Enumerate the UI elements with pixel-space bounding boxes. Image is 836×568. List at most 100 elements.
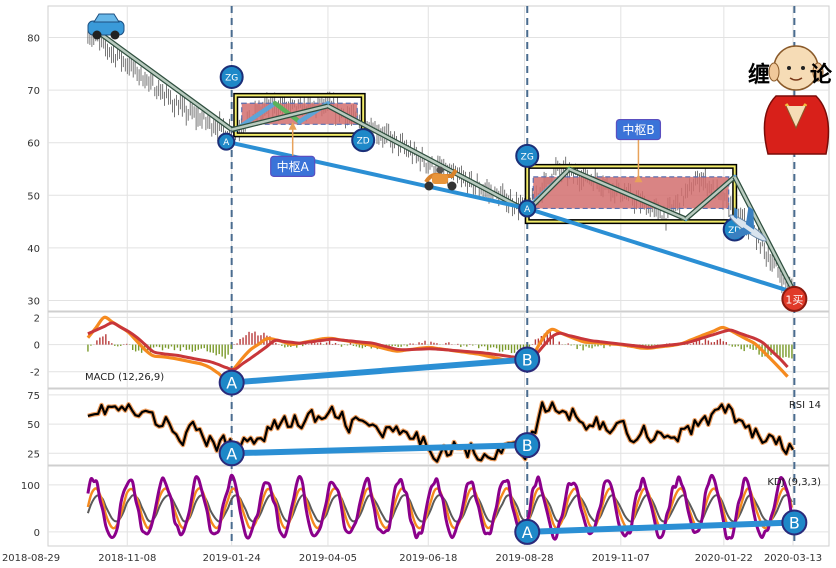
- macd-histogram-bar: [743, 344, 745, 352]
- macd-histogram-bar: [421, 342, 423, 345]
- macd-histogram-bar: [492, 344, 495, 348]
- macd-histogram-bar: [331, 343, 334, 345]
- macd-histogram-bar: [752, 344, 754, 350]
- x-tick-label: 2019-08-28: [495, 553, 553, 564]
- divergence-point-b: [514, 346, 541, 373]
- zg-marker: [219, 64, 244, 89]
- macd-histogram-bar: [281, 344, 283, 346]
- macd-histogram-bar: [552, 336, 554, 345]
- macd-histogram-bar: [203, 344, 205, 349]
- macd-histogram-bar: [725, 342, 727, 345]
- macd-histogram-bar: [731, 344, 733, 347]
- macd-histogram-bar: [716, 339, 719, 345]
- pivot-label-arrowhead: [288, 121, 297, 130]
- macd-histogram-bar: [746, 344, 748, 348]
- stroke-segment: [685, 175, 736, 220]
- macd-panel-label: MACD (12,26,9): [85, 372, 164, 383]
- macd-histogram-bar: [570, 344, 572, 346]
- macd-histogram-bar: [537, 338, 540, 345]
- macd-histogram-bar: [534, 339, 537, 345]
- divergence-point-label: A: [522, 523, 533, 542]
- macd-histogram-bar: [284, 344, 286, 348]
- macd-histogram-bar: [472, 344, 474, 346]
- x-tick-label: 2019-01-24: [203, 553, 261, 564]
- macd-histogram-bar: [480, 344, 483, 347]
- macd-histogram-bar: [185, 344, 188, 350]
- macd-histogram-bar: [200, 344, 202, 349]
- macd-histogram-bar: [239, 338, 241, 345]
- macd-histogram-bar: [501, 344, 504, 352]
- macd-histogram-bar: [155, 344, 158, 347]
- macd-dea-line: [87, 321, 789, 372]
- macd-histogram-bar: [173, 344, 176, 351]
- macd-histogram-bar: [749, 344, 751, 349]
- macd-histogram-bar: [182, 344, 185, 348]
- macd-histogram-bar: [737, 344, 739, 347]
- macd-histogram-bar: [248, 331, 250, 345]
- macd-histogram-bar: [585, 344, 587, 347]
- macd-histogram-bar: [319, 342, 322, 345]
- macd-histogram-bar: [242, 337, 244, 345]
- macd-histogram-bar: [701, 343, 704, 345]
- macd-histogram-bar: [483, 344, 486, 347]
- macd-histogram-bar: [134, 344, 137, 352]
- macd-histogram-bar: [140, 344, 143, 353]
- x-tick-label: 2018-08-29: [2, 553, 60, 564]
- macd-histogram-bar: [188, 344, 191, 350]
- macd-histogram-bar: [600, 344, 602, 346]
- stroke-segment: [733, 176, 796, 294]
- stroke-segment: [568, 167, 687, 221]
- macd-histogram-bar: [102, 336, 104, 345]
- macd-histogram-bar: [692, 342, 695, 345]
- macd-histogram-bar: [412, 343, 414, 345]
- divergence-point-a: [514, 518, 541, 545]
- macd-histogram-bar: [734, 344, 736, 347]
- macd-histogram-bar: [495, 344, 498, 349]
- macd-histogram-bar: [397, 344, 399, 347]
- macd-histogram-bar: [588, 344, 590, 348]
- macd-histogram-bar: [143, 344, 146, 350]
- macd-histogram-bar: [597, 344, 599, 347]
- macd-histogram-bar: [340, 344, 343, 347]
- macd-histogram-bar: [137, 344, 140, 351]
- marker-label: A: [223, 138, 230, 148]
- macd-histogram-bar: [510, 344, 513, 354]
- macd-histogram-bar: [114, 344, 116, 346]
- divergence-line: [228, 442, 531, 457]
- rsi-ytick-label: 50: [27, 420, 40, 431]
- divergence-line: [228, 356, 531, 386]
- macd-histogram-bar: [400, 344, 402, 347]
- macd-histogram-bar: [212, 344, 214, 353]
- macd-histogram-bar: [191, 344, 194, 352]
- macd-histogram-bar: [579, 344, 581, 346]
- zd-marker: [351, 128, 376, 153]
- macd-histogram-bar: [251, 333, 253, 345]
- macd-histogram-bar: [791, 344, 793, 359]
- macd-histogram-bar: [346, 344, 349, 346]
- price-panel-frame: [47, 5, 830, 312]
- macd-histogram-bar: [275, 342, 277, 345]
- macd-histogram-bar: [758, 344, 760, 355]
- macd-ytick-label: 0: [34, 341, 40, 352]
- macd-histogram-bar: [582, 344, 584, 351]
- price-ytick-label: 60: [27, 139, 40, 150]
- macd-histogram-bar: [227, 344, 229, 355]
- macd-histogram-bar: [436, 343, 438, 345]
- macd-histogram-bar: [504, 344, 507, 350]
- pivot-zone: [532, 176, 730, 210]
- price-ytick-label: 80: [27, 34, 40, 45]
- monk-figure-icon: [763, 45, 830, 155]
- macd-histogram-bar: [513, 344, 516, 353]
- scooter-icon: [424, 166, 458, 191]
- macd-histogram-bar: [152, 344, 155, 348]
- deco-title-char-2: 论: [810, 62, 833, 88]
- macd-histogram-bar: [722, 341, 725, 345]
- trend-line: [525, 206, 797, 295]
- macd-histogram-bar: [194, 344, 197, 351]
- pivot-frame-inner: [234, 94, 365, 136]
- macd-histogram-bar: [546, 330, 549, 345]
- macd-histogram-bar: [543, 333, 546, 345]
- macd-histogram-bar: [90, 344, 92, 346]
- macd-histogram-bar: [215, 344, 217, 356]
- macd-histogram-bar: [313, 343, 316, 345]
